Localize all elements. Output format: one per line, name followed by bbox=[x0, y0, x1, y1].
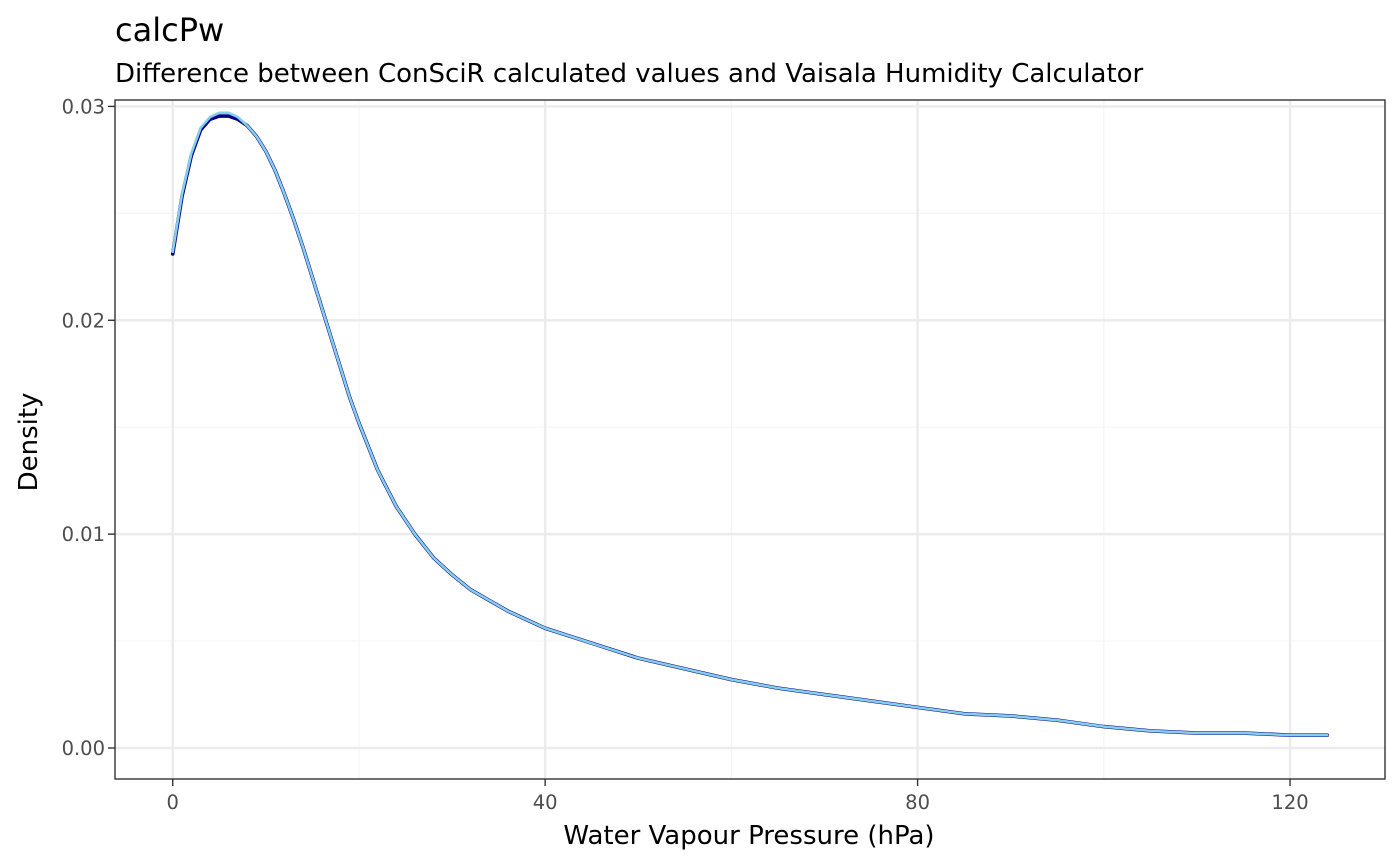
x-tick-label: 80 bbox=[905, 791, 930, 814]
x-tick-label: 40 bbox=[533, 791, 558, 814]
x-axis-title: Water Vapour Pressure (hPa) bbox=[563, 821, 934, 851]
y-tick-label: 0.02 bbox=[62, 309, 105, 332]
y-axis-title: Density bbox=[14, 393, 44, 492]
y-tick-label: 0.03 bbox=[62, 95, 105, 118]
y-tick-label: 0.00 bbox=[62, 737, 105, 760]
chart-subtitle: Difference between ConSciR calculated va… bbox=[115, 59, 1144, 89]
x-tick-label: 120 bbox=[1271, 791, 1308, 814]
plot-panel: 0 40 80 120 0.00 0.01 0.02 0.03 bbox=[62, 95, 1386, 814]
panel-border bbox=[114, 99, 1386, 780]
chart-title: calcPw bbox=[115, 11, 224, 49]
density-line-2 bbox=[171, 111, 1329, 737]
x-tick-label: 0 bbox=[167, 791, 179, 814]
panel-background bbox=[115, 100, 1385, 779]
y-tick-label: 0.01 bbox=[62, 523, 105, 546]
